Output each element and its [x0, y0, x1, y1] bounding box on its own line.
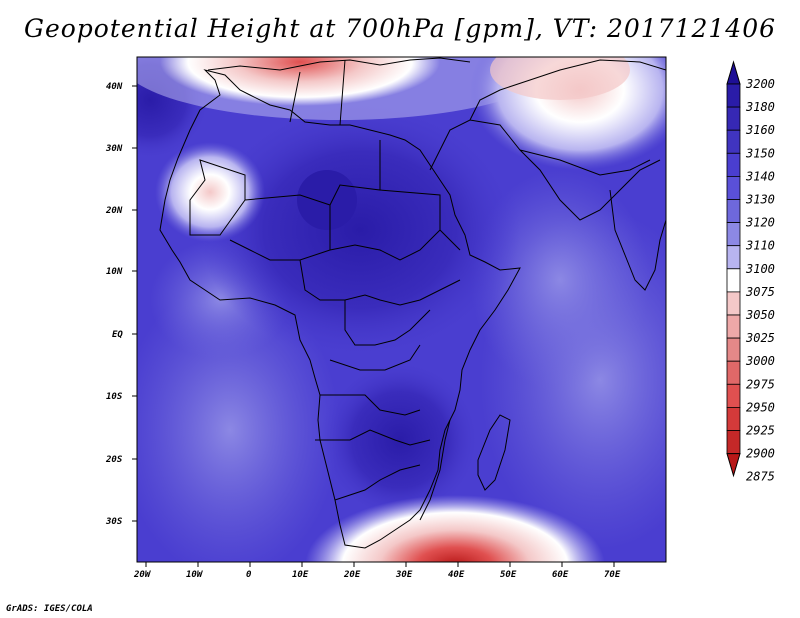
colorbar-max-arrow [726, 60, 741, 85]
colorbar-label: 3150 [745, 146, 775, 160]
colorbar-label: 3140 [745, 169, 775, 183]
lon-label: 60E [552, 570, 569, 580]
lon-label: 70E [604, 570, 621, 580]
colorbar-label: 3050 [745, 308, 775, 322]
lon-label: 30E [395, 570, 413, 580]
colorbar-swatch [726, 129, 741, 154]
map-frame [136, 56, 667, 563]
colorbar-swatch [726, 106, 741, 131]
colorbar-label: 2925 [746, 424, 775, 438]
colorbar-swatch [726, 430, 741, 455]
lon-label: 20W [133, 570, 152, 580]
map-title: Geopotential Height at 700hPa [gpm], VT:… [23, 14, 777, 43]
colorbar-label: 2950 [746, 400, 775, 414]
lat-label: 40N [106, 82, 123, 92]
colorbar-swatch [726, 152, 741, 177]
colorbar-label: 3200 [745, 77, 775, 91]
colorbar-swatch [726, 268, 741, 293]
lon-axis: 20W 10W 0 10E 20E 30E 40E 50E 60E 70E [133, 562, 621, 580]
lon-label: 50E [500, 570, 517, 580]
lon-label: 40E [448, 570, 465, 580]
colorbar-swatch [726, 222, 741, 247]
lat-axis: 40N 30N 20N 10N EQ 10S 20S 30S [105, 82, 137, 527]
colorbar-label: 2975 [746, 377, 775, 391]
lon-label: 10W [186, 570, 204, 580]
colorbar-swatch [726, 337, 741, 362]
colorbar-label: 3000 [745, 354, 775, 368]
colorbar-label: 3130 [745, 193, 775, 207]
lat-label: 20N [105, 206, 123, 216]
colorbar-swatch [726, 291, 741, 316]
colorbar-swatch [726, 383, 741, 408]
colorbar-label: 3025 [745, 331, 775, 345]
lat-label: 20S [105, 455, 123, 465]
colorbar-label: 3110 [745, 239, 775, 253]
lon-label: 20E [343, 570, 361, 580]
colorbar-swatch [726, 406, 741, 431]
lat-label: 10S [106, 392, 123, 402]
lat-label: 10N [106, 267, 123, 277]
colorbar-swatch [726, 245, 741, 270]
coastline [159, 57, 666, 549]
lon-label: 10E [292, 570, 309, 580]
colorbar-label: 3120 [745, 216, 775, 230]
lat-label: 30N [105, 144, 123, 154]
colorbar-label: 2900 [746, 447, 775, 461]
colorbar-label: 3160 [745, 123, 775, 137]
lat-label: 30S [105, 517, 123, 527]
colorbar-min-arrow [726, 453, 741, 478]
colorbar-swatch [726, 175, 741, 200]
lat-label: EQ [112, 330, 123, 340]
colorbar-label: 3100 [745, 262, 775, 276]
height-field [137, 57, 666, 562]
credit-label: GrADS: IGES/COLA [6, 604, 93, 614]
colorbar-label: 3075 [745, 285, 775, 299]
colorbar-label: 2875 [746, 470, 775, 484]
colorbar-swatch [726, 199, 741, 224]
colorbar: 3200 3180 3160 3150 3140 3130 3120 3110 3100 3075… [726, 60, 775, 484]
colorbar-swatch [726, 314, 741, 339]
colorbar-swatch [726, 83, 741, 108]
colorbar-swatch [726, 360, 741, 385]
colorbar-label: 3180 [745, 100, 775, 114]
lon-label: 0 [246, 570, 252, 580]
